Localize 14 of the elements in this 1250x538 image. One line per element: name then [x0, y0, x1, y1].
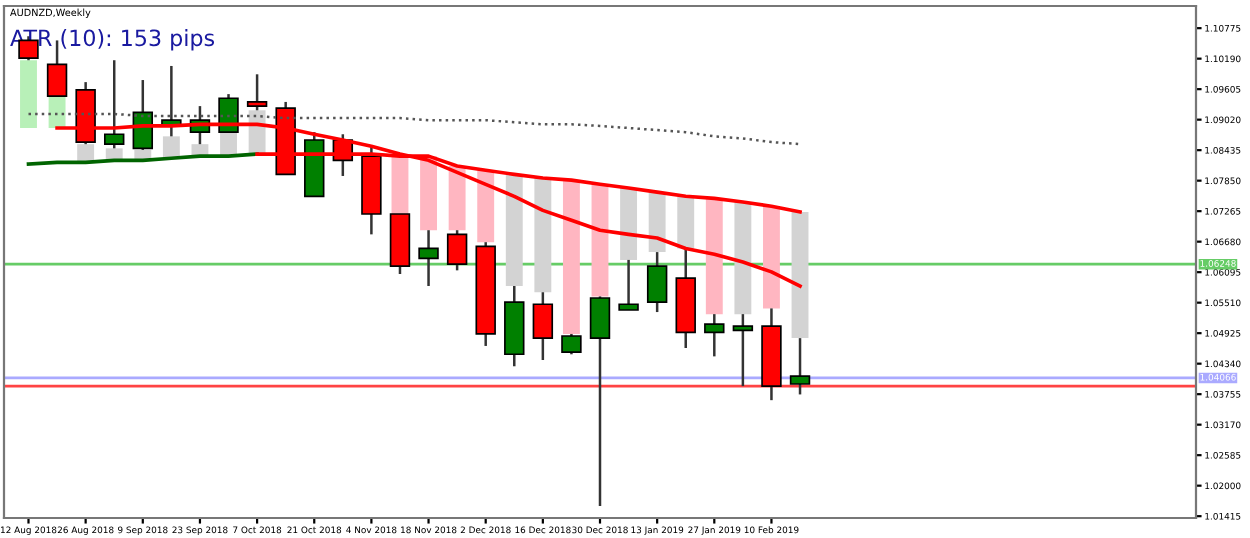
bar [505, 174, 523, 286]
candlestick [561, 332, 582, 356]
bar [534, 178, 552, 293]
bar [763, 206, 780, 309]
bar [648, 192, 666, 253]
bar [562, 180, 580, 334]
bar [791, 211, 809, 339]
bar [734, 202, 752, 315]
bar [105, 148, 123, 161]
bar [677, 196, 695, 249]
bar [705, 198, 723, 315]
bar [620, 187, 638, 260]
bar [420, 156, 437, 231]
bar [162, 136, 180, 159]
